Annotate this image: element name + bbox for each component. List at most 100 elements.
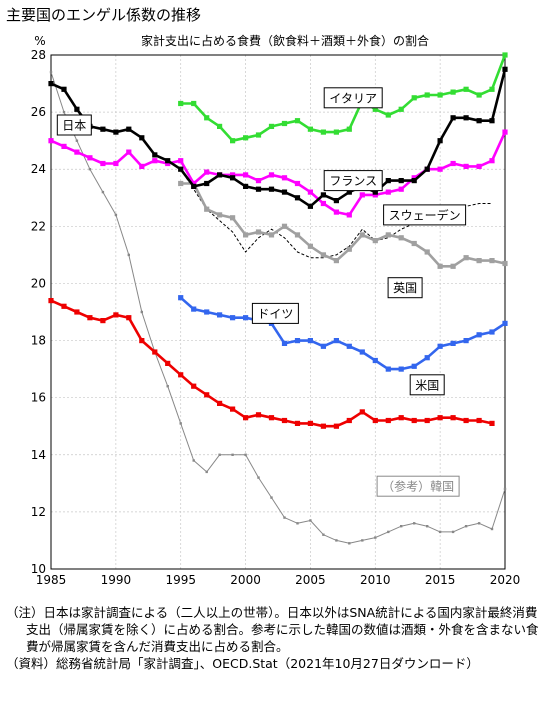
data-point <box>178 158 184 164</box>
data-point <box>49 70 53 74</box>
y-tick-label: 22 <box>31 219 46 233</box>
series-line <box>179 296 506 371</box>
label-box <box>376 475 460 497</box>
data-point <box>268 123 275 129</box>
data-point <box>411 175 417 181</box>
x-tick-label: 2010 <box>360 573 391 587</box>
data-point <box>463 86 469 92</box>
data-point <box>320 129 326 135</box>
data-point <box>490 527 494 531</box>
data-point <box>152 349 158 355</box>
data-point <box>333 423 339 429</box>
label-text: イタリア <box>329 91 377 105</box>
data-point <box>100 160 106 167</box>
label-box <box>251 302 299 324</box>
data-point <box>438 530 442 534</box>
data-point <box>230 315 236 321</box>
x-tick-label: 2020 <box>490 573 521 587</box>
data-point <box>231 453 234 456</box>
data-point <box>307 189 313 195</box>
data-point <box>346 417 352 424</box>
data-point <box>48 138 54 144</box>
data-point <box>217 172 223 178</box>
data-point <box>74 309 80 315</box>
data-point <box>140 310 143 314</box>
y-tick-label: 18 <box>31 334 46 348</box>
data-point <box>139 135 145 141</box>
data-point <box>178 100 184 107</box>
data-point <box>385 417 391 424</box>
y-tick-label: 16 <box>31 391 46 405</box>
data-point <box>88 168 92 171</box>
data-point <box>489 420 495 426</box>
data-point <box>372 238 378 244</box>
data-point <box>398 178 404 184</box>
data-point <box>113 312 119 318</box>
data-point <box>424 355 430 361</box>
data-point <box>385 112 391 118</box>
data-point <box>489 118 495 124</box>
data-point <box>243 135 249 141</box>
data-point <box>281 340 288 346</box>
data-point <box>437 92 443 98</box>
data-point <box>320 192 326 198</box>
data-point <box>268 172 275 178</box>
x-tick-label: 1995 <box>165 573 196 587</box>
data-point <box>307 243 313 249</box>
data-point <box>100 126 106 132</box>
data-point <box>476 92 482 98</box>
data-point <box>309 519 312 522</box>
data-point <box>191 306 197 312</box>
data-point <box>437 166 443 172</box>
y-tick-label: 24 <box>31 162 46 176</box>
data-point <box>178 372 184 378</box>
y-tick-label: 20 <box>31 276 46 290</box>
data-point <box>257 476 260 479</box>
data-point <box>244 453 247 456</box>
y-axis-unit: % <box>34 34 45 48</box>
data-point <box>191 100 197 107</box>
data-point <box>126 149 132 155</box>
data-point <box>191 183 197 189</box>
data-point <box>230 172 236 178</box>
data-point <box>424 166 430 172</box>
data-point <box>411 363 417 369</box>
data-point <box>74 149 80 155</box>
series-line <box>50 71 506 544</box>
data-point <box>283 516 286 519</box>
footnote-note: （注）日本は家計調査による（二人以上の世帯）。日本以外はSNA統計による国内家計… <box>6 605 539 654</box>
data-point <box>243 183 249 189</box>
data-point <box>320 423 326 429</box>
data-point <box>48 298 54 304</box>
data-point <box>139 163 145 169</box>
data-point <box>359 232 365 238</box>
data-point <box>281 223 288 229</box>
data-point <box>281 417 288 424</box>
data-point <box>463 338 469 344</box>
data-point <box>333 129 339 135</box>
data-point <box>398 235 404 241</box>
data-point <box>243 415 249 421</box>
data-point <box>333 198 339 204</box>
data-point <box>320 343 326 349</box>
data-point <box>476 118 482 124</box>
data-point <box>437 138 443 144</box>
data-point <box>268 232 275 238</box>
x-tick-label: 1985 <box>36 573 67 587</box>
data-point <box>61 86 67 92</box>
x-tick-label: 2000 <box>230 573 261 587</box>
data-point <box>307 420 313 426</box>
label-box <box>56 114 92 136</box>
y-tick-label: 12 <box>31 505 46 519</box>
data-point <box>217 400 223 406</box>
y-tick-label: 14 <box>31 448 46 462</box>
data-point <box>348 542 351 545</box>
data-point <box>398 106 404 112</box>
data-point <box>243 172 249 178</box>
data-point <box>294 232 301 238</box>
data-point <box>217 312 223 318</box>
data-point <box>255 132 262 138</box>
data-point <box>411 417 417 424</box>
data-point <box>477 522 481 525</box>
data-point <box>61 303 67 309</box>
